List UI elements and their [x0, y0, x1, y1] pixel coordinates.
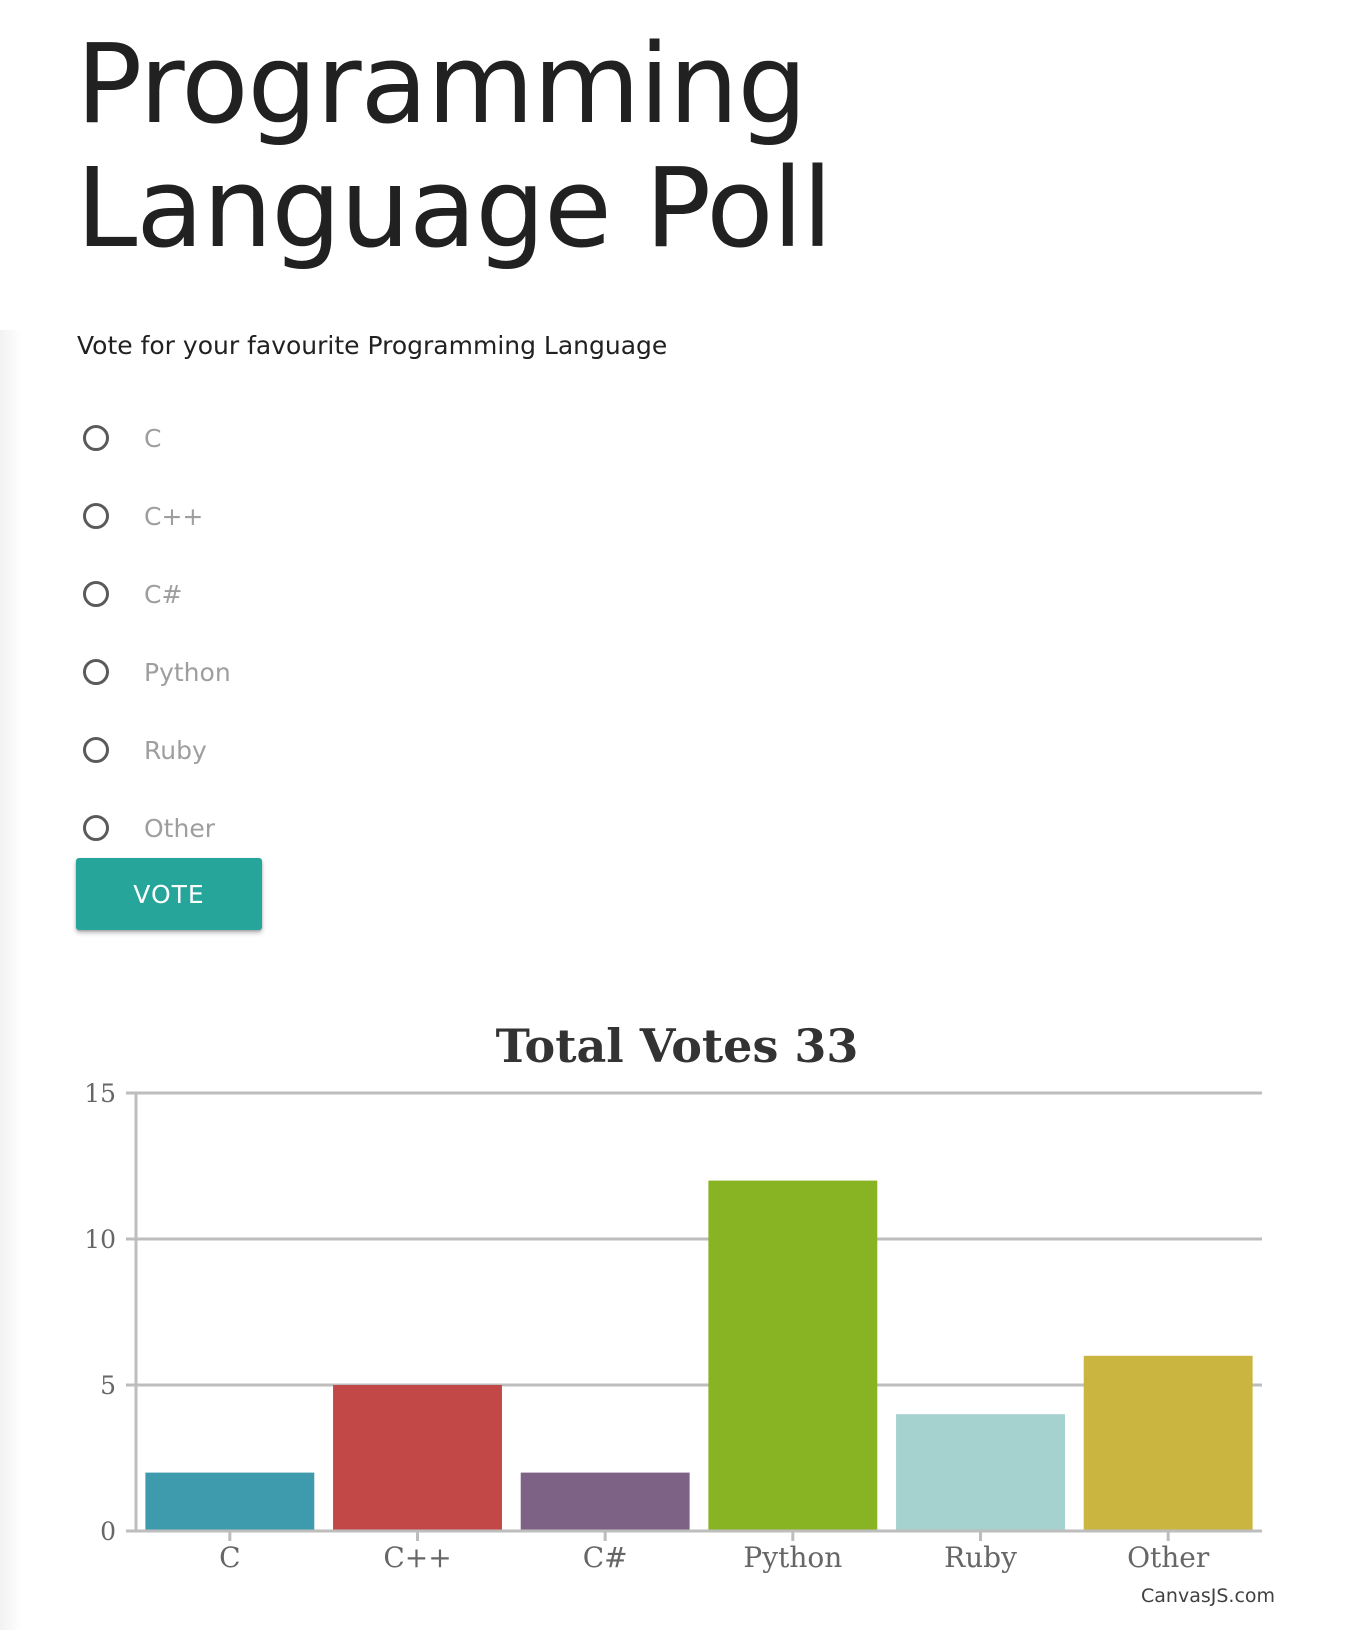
x-tick-label: Python	[743, 1541, 842, 1574]
x-tick-label: C++	[383, 1541, 451, 1574]
option-python[interactable]: Python	[83, 652, 231, 692]
canvasjs-credit-link[interactable]: CanvasJS.com	[1141, 1585, 1276, 1607]
x-tick-label: Other	[1127, 1541, 1210, 1574]
radio-icon[interactable]	[83, 659, 109, 685]
radio-icon[interactable]	[83, 503, 109, 529]
radio-icon[interactable]	[83, 581, 109, 607]
y-tick-label: 5	[100, 1371, 116, 1400]
bar-c[interactable]	[145, 1472, 315, 1531]
bar-other[interactable]	[1083, 1355, 1253, 1531]
chart-title: Total Votes 33	[496, 1019, 859, 1073]
option-label: Other	[144, 813, 215, 843]
option-other[interactable]: Other	[83, 808, 215, 848]
option-cpp[interactable]: C++	[83, 496, 203, 536]
x-tick-label: C	[219, 1541, 240, 1574]
option-label: C++	[144, 501, 204, 531]
option-label: C#	[144, 579, 183, 609]
bar-cs[interactable]	[520, 1472, 690, 1531]
y-tick-label: 0	[100, 1517, 116, 1546]
vote-button[interactable]: VOTE	[76, 858, 262, 930]
x-tick-label: C#	[583, 1541, 628, 1574]
option-label: C	[144, 423, 162, 453]
bar-ruby[interactable]	[896, 1414, 1065, 1531]
y-tick-label: 10	[84, 1225, 116, 1254]
poll-prompt: Vote for your favourite Programming Lang…	[77, 331, 668, 360]
option-ruby[interactable]: Ruby	[83, 730, 207, 770]
bar-cpp[interactable]	[333, 1385, 502, 1531]
radio-icon[interactable]	[83, 737, 109, 763]
option-csharp[interactable]: C#	[83, 574, 182, 614]
bar-python[interactable]	[708, 1180, 878, 1531]
option-c[interactable]: C	[83, 418, 161, 458]
radio-icon[interactable]	[83, 815, 109, 841]
option-label: Python	[144, 657, 231, 687]
page-shadow	[0, 330, 22, 1630]
page-title: Programming Language Poll	[76, 20, 833, 272]
y-tick-label: 15	[84, 1079, 116, 1108]
x-tick-label: Ruby	[944, 1541, 1017, 1574]
radio-icon[interactable]	[83, 425, 109, 451]
option-label: Ruby	[144, 735, 207, 765]
